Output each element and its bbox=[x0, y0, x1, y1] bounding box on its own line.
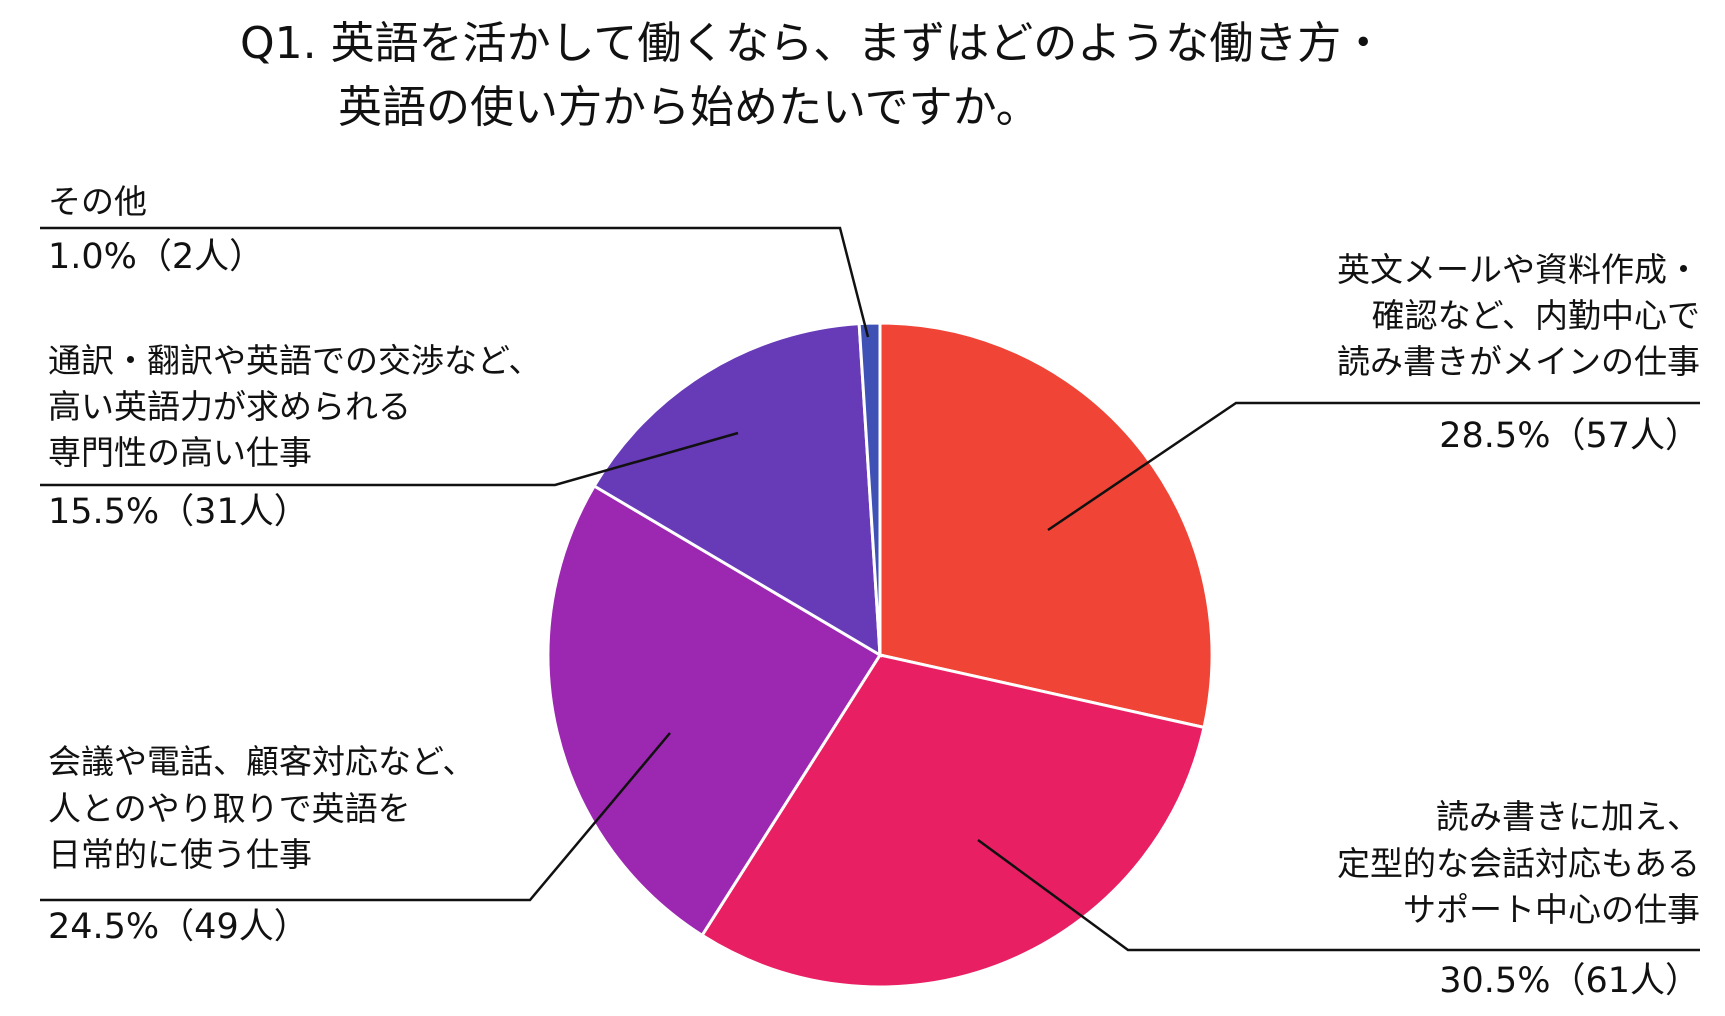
slice-label-4-line-1: 通訳・翻訳や英語での交渉など、 bbox=[48, 341, 541, 380]
slice-label-4-line-2: 高い英語力が求められる bbox=[48, 387, 411, 426]
slice-label-2-line-3: サポート中心の仕事 bbox=[1403, 890, 1700, 929]
slice-label-3-line-2: 人とのやり取りで英語を bbox=[48, 789, 411, 828]
leader-line-1 bbox=[1047, 401, 1700, 532]
slice-value-3: 24.5%（49人） bbox=[48, 907, 309, 947]
slice-value-2: 30.5%（61人） bbox=[1439, 961, 1700, 1001]
slice-label-3-line-3: 日常的に使う仕事 bbox=[48, 835, 312, 874]
chart-title-line-1: Q1. 英語を活かして働くなら、まずはどのような働き方・ bbox=[240, 18, 1385, 69]
slice-label-3-line-1: 会議や電話、顧客対応など、 bbox=[48, 742, 475, 781]
slice-label-5-line-1: その他 bbox=[48, 182, 147, 221]
leader-lines bbox=[40, 226, 1700, 952]
slice-label-2-line-2: 定型的な会話対応もある bbox=[1337, 844, 1700, 883]
leader-line-2 bbox=[977, 838, 1700, 952]
slice-value-1: 28.5%（57人） bbox=[1439, 416, 1700, 456]
leader-line-3 bbox=[40, 732, 671, 902]
leader-line-5 bbox=[40, 226, 870, 338]
slice-label-1-line-2: 確認など、内勤中心で bbox=[1372, 296, 1700, 335]
pie-slice-4 bbox=[592, 322, 882, 658]
pie-slice-3 bbox=[546, 483, 883, 938]
slice-value-4: 15.5%（31人） bbox=[48, 492, 309, 532]
leader-line-4 bbox=[40, 431, 739, 487]
slice-label-1-line-1: 英文メールや資料作成・ bbox=[1337, 250, 1700, 289]
pie-slice-5 bbox=[857, 321, 882, 656]
slice-label-2-line-1: 読み書きに加え、 bbox=[1436, 797, 1700, 836]
pie-slice-1 bbox=[878, 321, 1214, 730]
slice-label-1-line-3: 読み書きがメインの仕事 bbox=[1337, 342, 1700, 381]
slice-value-5: 1.0%（2人） bbox=[48, 237, 264, 277]
chart-title: Q1. 英語を活かして働くなら、まずはどのような働き方・ 英語の使い方から始めた… bbox=[240, 18, 1385, 133]
chart-title-line-2: 英語の使い方から始めたいですか。 bbox=[338, 82, 1040, 133]
slice-label-4-line-3: 専門性の高い仕事 bbox=[48, 433, 312, 472]
pie-slices bbox=[546, 321, 1214, 989]
